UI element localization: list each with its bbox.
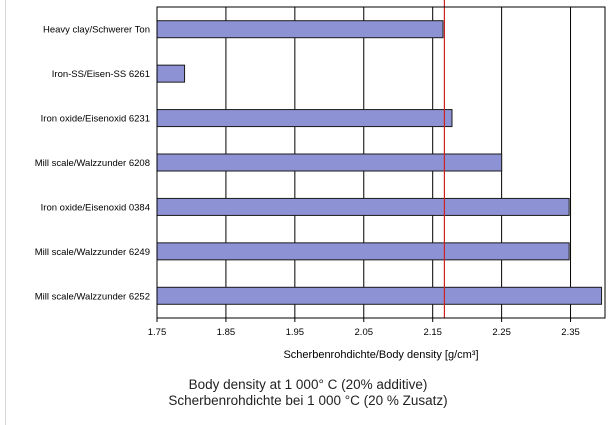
bar-2 <box>156 64 186 83</box>
bars <box>156 20 603 305</box>
x-tick-label-1: 1.85 <box>217 327 236 338</box>
tick-labels: 1.75 1.85 1.95 2.05 2.15 2.25 2.35 <box>148 327 580 338</box>
x-tick-label-0: 1.75 <box>148 327 167 338</box>
bar-5 <box>156 197 570 216</box>
plot-frame <box>156 6 606 319</box>
category-label-3: Iron oxide/Eisenoxid 6231 <box>41 114 150 125</box>
caption-line-2: Scherbenrohdichte bei 1 000 °C (20 % Zus… <box>168 393 448 408</box>
category-label-7: Mill scale/Walzzunder 6252 <box>35 291 150 302</box>
frame-left-border <box>5 0 6 425</box>
x-tick-label-5: 2.25 <box>492 327 511 338</box>
caption-line-1: Body density at 1 000° C (20% additive) <box>188 377 428 392</box>
bar-7 <box>156 286 603 305</box>
x-tick-label-6: 2.35 <box>561 327 580 338</box>
category-label-4: Mill scale/Walzzunder 6208 <box>35 158 150 169</box>
bar-4 <box>156 153 503 172</box>
bar-1 <box>156 20 444 39</box>
axes <box>156 6 606 322</box>
x-tick-label-4: 2.15 <box>423 327 442 338</box>
category-label-1: Heavy clay/Schwerer Ton <box>43 25 150 36</box>
bar-chart: Heavy clay/Schwerer Ton Iron-SS/Eisen-SS … <box>35 0 606 361</box>
bar-3 <box>156 109 453 128</box>
category-label-5: Iron oxide/Eisenoxid 0384 <box>41 202 150 213</box>
category-label-2: Iron-SS/Eisen-SS 6261 <box>52 69 150 80</box>
bar-6 <box>156 242 570 261</box>
category-label-6: Mill scale/Walzzunder 6249 <box>35 247 150 258</box>
x-tick-label-2: 1.95 <box>286 327 305 338</box>
x-axis-title: Scherbenrohdichte/Body density [g/cm³] <box>283 349 478 361</box>
x-tick-label-3: 2.05 <box>355 327 374 338</box>
category-labels: Heavy clay/Schwerer Ton Iron-SS/Eisen-SS … <box>35 25 150 303</box>
